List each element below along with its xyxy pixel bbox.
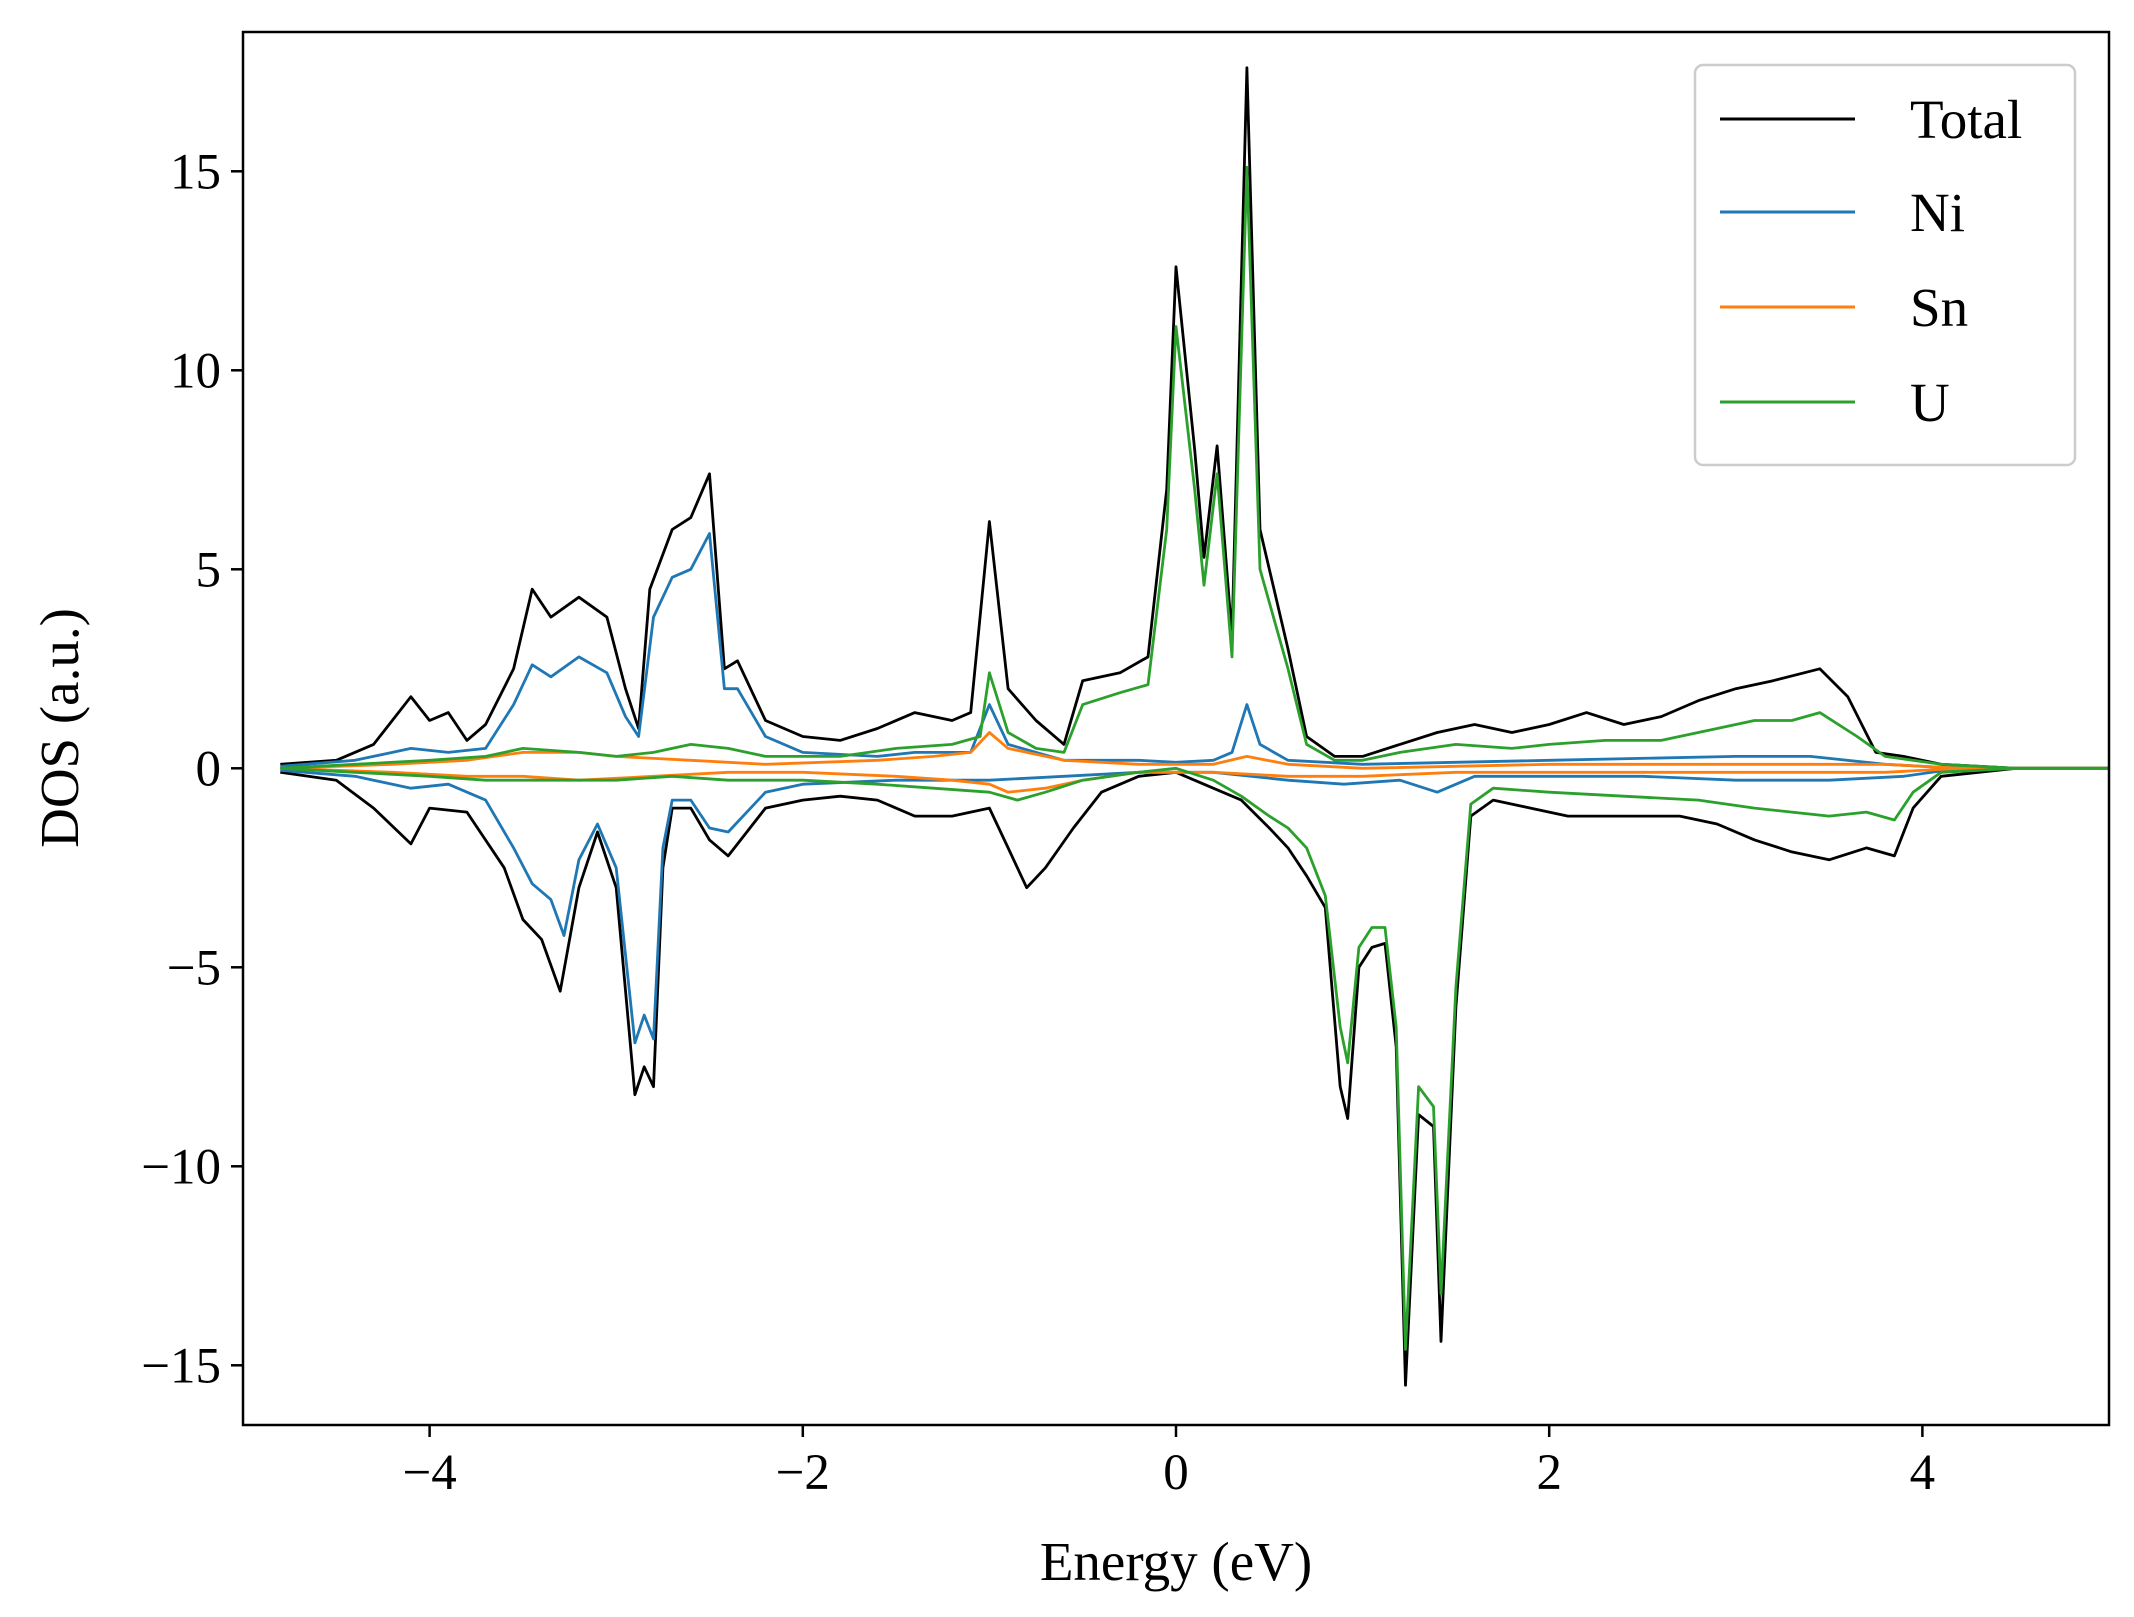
x-tick-label: 4 [1910, 1445, 1936, 1501]
legend-label-u: U [1910, 372, 1950, 433]
ticks-layer: −4 −2 0 2 4 −15 −10 −5 0 5 10 15 [141, 144, 1935, 1501]
x-tick-label: 0 [1163, 1445, 1189, 1501]
legend-label-total: Total [1910, 89, 2022, 150]
series-line-u-up [280, 165, 2109, 770]
y-tick-label: 15 [170, 144, 221, 200]
series-line-u-down [280, 766, 2109, 1351]
legend-label-sn: Sn [1910, 277, 1968, 338]
x-tick-label: −2 [776, 1445, 830, 1501]
legend-frame [1693, 63, 2077, 467]
y-tick-label: 5 [196, 542, 222, 598]
series-line-ni-down [280, 766, 2109, 1045]
x-axis-label: Energy (eV) [1040, 1531, 1312, 1592]
legend: Total Ni Sn U [1693, 63, 2077, 467]
y-tick-label: −5 [167, 940, 221, 996]
series-line-ni-up [280, 532, 2109, 770]
y-tick-label: 0 [196, 741, 222, 797]
y-tick-label: −15 [141, 1338, 221, 1394]
x-tick-label: 2 [1536, 1445, 1562, 1501]
series-layer [280, 66, 2109, 1387]
y-axis-label: DOS (a.u.) [29, 608, 90, 848]
y-tick-label: −10 [141, 1139, 221, 1195]
x-tick-label: −4 [402, 1445, 456, 1501]
series-line-total-up [280, 66, 2109, 770]
legend-label-ni: Ni [1910, 182, 1965, 243]
y-tick-label: 10 [170, 343, 221, 399]
